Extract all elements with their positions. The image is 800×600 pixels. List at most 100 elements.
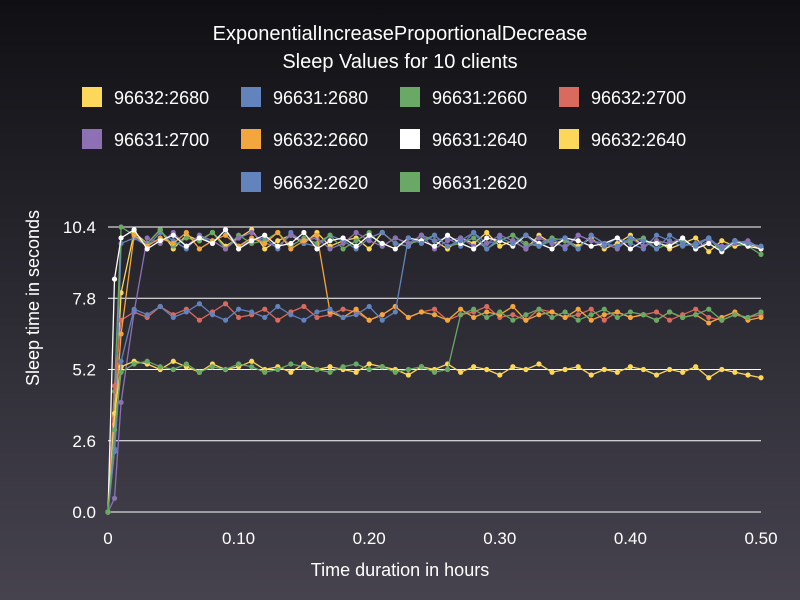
series-96632-2620 xyxy=(105,229,764,515)
data-point xyxy=(640,243,647,249)
data-point xyxy=(275,238,281,244)
data-point xyxy=(562,243,568,249)
data-point xyxy=(458,306,464,312)
data-point xyxy=(666,243,673,249)
data-point xyxy=(758,243,764,249)
legend-swatch xyxy=(400,129,420,149)
data-point xyxy=(536,243,542,249)
legend-label: 96632:2660 xyxy=(273,130,368,150)
data-point xyxy=(758,309,764,315)
data-point xyxy=(288,240,294,247)
data-point xyxy=(157,227,163,233)
data-point xyxy=(680,369,686,375)
legend-swatch xyxy=(241,172,261,192)
data-point xyxy=(431,238,438,244)
y-axis-label: Sleep time in seconds xyxy=(23,210,43,386)
legend-item[interactable]: 96632:2700 xyxy=(559,87,686,108)
data-point xyxy=(601,366,607,373)
data-point xyxy=(693,312,699,318)
data-point xyxy=(523,240,529,247)
data-point xyxy=(353,243,359,249)
data-point xyxy=(431,243,438,249)
legend-item[interactable]: 96632:2620 xyxy=(241,172,368,193)
data-point xyxy=(444,317,451,323)
x-tick-label: 0.10 xyxy=(222,529,255,548)
data-point xyxy=(183,229,189,236)
data-point xyxy=(131,227,137,233)
data-point xyxy=(405,235,411,241)
legend-label: 96631:2660 xyxy=(432,88,527,108)
legend-item[interactable]: 96631:2620 xyxy=(400,172,527,193)
legend-item[interactable]: 96632:2660 xyxy=(241,129,368,150)
data-point xyxy=(405,366,411,373)
legend-label: 96632:2640 xyxy=(591,130,686,150)
data-point xyxy=(588,238,594,244)
data-point xyxy=(719,246,725,252)
data-point xyxy=(262,232,268,238)
data-point xyxy=(157,238,163,244)
legend-item[interactable]: 96631:2700 xyxy=(82,129,209,150)
legend-item[interactable]: 96631:2660 xyxy=(400,87,527,108)
legend-swatch xyxy=(241,87,261,107)
data-point xyxy=(536,361,542,367)
data-point xyxy=(471,229,477,236)
data-point xyxy=(144,246,150,252)
data-point xyxy=(275,303,281,310)
data-point xyxy=(653,246,660,252)
data-point xyxy=(327,369,333,375)
data-point xyxy=(758,314,764,321)
series-line xyxy=(107,228,762,513)
x-tick-label: 0 xyxy=(103,529,112,548)
data-point xyxy=(458,369,464,375)
data-point xyxy=(418,232,425,238)
x-tick-label: 0.50 xyxy=(744,529,777,548)
data-point xyxy=(236,361,242,367)
data-point xyxy=(510,240,516,247)
x-tick-label: 0.30 xyxy=(483,529,516,548)
legend-label: 96631:2680 xyxy=(273,88,368,108)
data-point xyxy=(262,246,268,252)
data-point xyxy=(131,306,137,312)
data-point xyxy=(706,375,712,381)
data-point xyxy=(379,364,385,370)
data-point xyxy=(288,232,294,238)
data-point xyxy=(418,309,425,315)
data-point xyxy=(706,240,712,247)
data-point xyxy=(523,246,529,252)
data-point xyxy=(471,246,477,252)
data-point xyxy=(183,243,189,249)
data-point xyxy=(405,372,411,378)
data-point xyxy=(131,361,137,367)
legend-swatch xyxy=(241,129,261,149)
data-point xyxy=(601,240,607,247)
data-point xyxy=(249,238,255,244)
data-point xyxy=(706,320,712,326)
data-point xyxy=(497,372,503,378)
data-point xyxy=(627,246,634,252)
data-point xyxy=(196,369,203,375)
x-axis-ticks: 0 0.10 0.20 0.30 0.40 0.50 xyxy=(103,529,777,548)
data-point xyxy=(340,306,346,312)
legend-item[interactable]: 96631:2680 xyxy=(241,87,368,108)
data-point xyxy=(379,240,385,247)
data-point xyxy=(666,366,673,373)
data-point xyxy=(249,358,255,364)
data-point xyxy=(196,317,203,323)
legend-item[interactable]: 96632:2680 xyxy=(82,87,209,108)
data-point xyxy=(549,238,555,244)
data-point xyxy=(680,235,686,241)
data-point xyxy=(262,314,268,321)
legend-item[interactable]: 96631:2640 xyxy=(400,129,527,150)
data-point xyxy=(353,369,359,375)
data-point xyxy=(601,317,607,323)
data-point xyxy=(484,229,490,236)
data-point xyxy=(614,314,620,321)
data-point xyxy=(157,364,163,370)
data-point xyxy=(562,235,568,241)
data-point xyxy=(366,303,372,310)
data-point xyxy=(588,232,594,238)
data-point xyxy=(666,309,673,315)
data-point xyxy=(575,238,581,244)
legend-item[interactable]: 96632:2640 xyxy=(559,129,686,150)
